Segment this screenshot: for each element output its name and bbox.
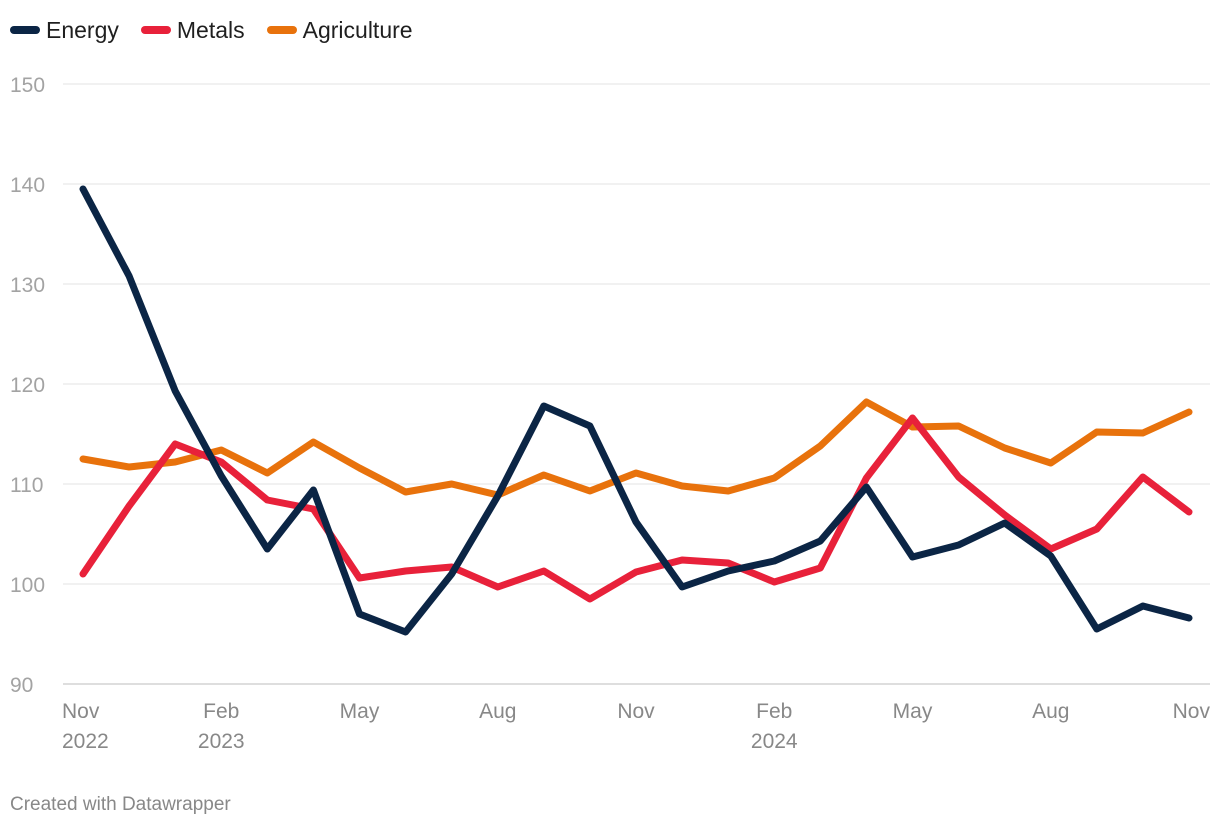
y-tick-label-130: 130 (10, 274, 45, 297)
x-tick-label-aug-21: Aug (1032, 700, 1069, 723)
x-tick-label-may-18: May (893, 700, 933, 723)
legend-label-agriculture: Agriculture (302, 16, 413, 43)
x-tick-label-feb-15: Feb (756, 700, 792, 723)
series-line-energy (79, 185, 1193, 636)
legend-swatch-energy (10, 26, 40, 34)
legend-swatch-metals (140, 26, 171, 34)
series-line-agriculture (79, 398, 1193, 499)
legend-label-metals: Metals (176, 16, 245, 43)
y-tick-label-110: 110 (10, 474, 43, 497)
y-tick-label-120: 120 (10, 374, 45, 397)
x-tick-label-may-6: May (340, 700, 380, 723)
x-tick-year-2023: 2023 (198, 730, 245, 753)
legend-item-agriculture: Agriculture (266, 16, 413, 44)
y-tick-label-140: 140 (10, 174, 45, 197)
series-line-metals (79, 414, 1193, 603)
y-tick-label-100: 100 (10, 574, 45, 597)
x-tick-label-aug-9: Aug (479, 700, 516, 723)
footer-credit: Created with Datawrapper (10, 794, 231, 815)
y-tick-label-150: 150 (10, 74, 45, 97)
x-tick-label-nov-12: Nov (617, 700, 655, 723)
legend-swatch-agriculture (266, 26, 297, 34)
x-tick-label-feb-3: Feb (203, 700, 239, 723)
x-tick-year-2022: 2022 (62, 730, 109, 753)
legend-item-metals: Metals (140, 16, 245, 44)
legend-item-energy: Energy (10, 17, 119, 44)
y-tick-label-90: 90 (10, 674, 33, 697)
x-tick-label-nov-24: Nov (1173, 700, 1211, 723)
legend: Energy Metals Agriculture (10, 14, 435, 46)
x-tick-label-nov-0: Nov (62, 700, 100, 723)
legend-label-energy: Energy (46, 16, 119, 43)
x-tick-year-2024: 2024 (751, 730, 798, 753)
